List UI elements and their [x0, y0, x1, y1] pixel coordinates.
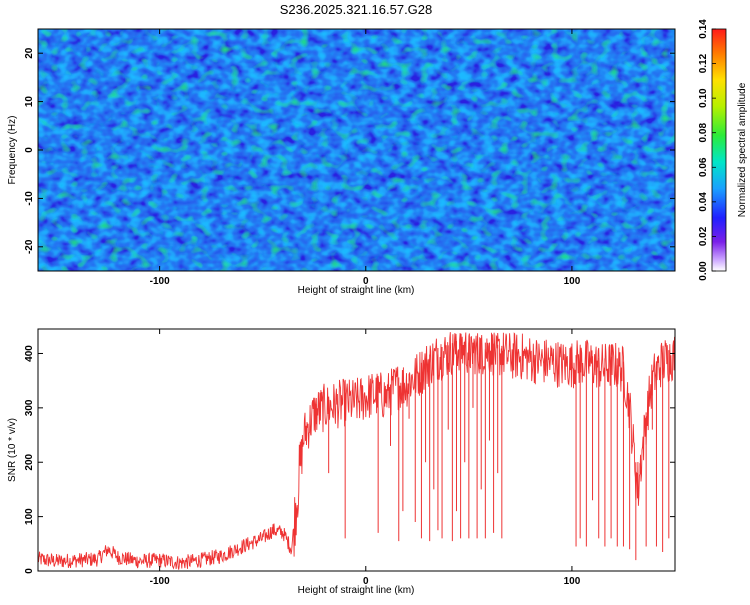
colorbar-tick-label: 0.02	[698, 226, 709, 246]
snr-x-tick-label: 0	[363, 576, 369, 587]
snr-panel: -100 0 100 0 100 200 300 400 Height of straigh…	[7, 328, 676, 596]
snr-y-tick-label: 400	[24, 345, 35, 362]
colorbar-label: Normalized spectral amplitude	[737, 82, 748, 217]
colorbar-gradient	[712, 29, 726, 271]
snr-series-line	[37, 332, 676, 570]
snr-background	[38, 329, 675, 571]
spectrogram-y-tick-label: 0	[24, 147, 35, 153]
snr-x-tick-label: 100	[564, 576, 581, 587]
snr-frame	[37, 328, 676, 572]
colorbar-tick-label: 0.10	[698, 88, 709, 108]
spectrogram-x-tick-label: 100	[564, 276, 581, 287]
spectrogram-y-tick-label: 10	[24, 96, 35, 108]
colorbar-tick-label: 0.08	[698, 123, 709, 143]
spectrogram-x-axis-label: Height of straight line (km)	[298, 285, 415, 296]
spectrogram-y-tick-label: -10	[24, 191, 35, 206]
snr-y-axis-label: SNR (10 * v/v)	[7, 418, 18, 482]
snr-y-tick-label: 300	[24, 399, 35, 416]
figure-title: S236.2025.321.16.57.G28	[280, 2, 433, 17]
spectrogram-x-tick-label: -100	[150, 276, 170, 287]
spectrogram-y-axis-label: Frequency (Hz)	[7, 116, 18, 185]
spectrogram-y-tick-label: 20	[24, 47, 35, 59]
colorbar: 0.00 0.02 0.04 0.06 0.08 0.10 0.12 0.14 Normali…	[698, 19, 748, 281]
colorbar-tick-label: 0.14	[698, 19, 709, 39]
colorbar-tick-label: 0.00	[698, 261, 709, 281]
spectrogram-texture	[38, 29, 675, 271]
snr-y-tick-label: 200	[24, 453, 35, 470]
snr-y-tick-label: 0	[24, 568, 35, 574]
colorbar-tick-label: 0.04	[698, 192, 709, 212]
colorbar-tick-label: 0.12	[698, 53, 709, 73]
snr-x-tick-label: -100	[150, 576, 170, 587]
spectrogram-x-tick-label: 0	[363, 276, 369, 287]
spectrogram-y-tick-label: -20	[24, 239, 35, 254]
colorbar-frame	[711, 28, 727, 272]
snr-x-axis-label: Height of straight line (km)	[298, 585, 415, 596]
snr-y-tick-label: 100	[24, 508, 35, 525]
colorbar-tick-label: 0.06	[698, 157, 709, 177]
